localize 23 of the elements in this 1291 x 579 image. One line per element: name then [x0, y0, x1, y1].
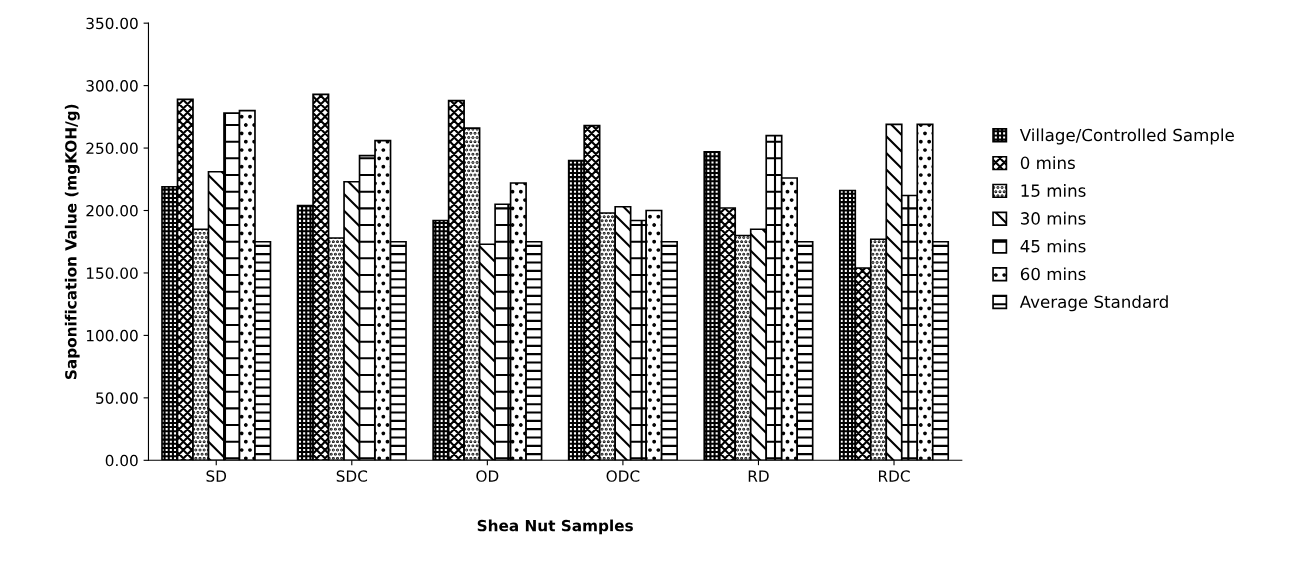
legend-label: Village/Controlled Sample [1019, 128, 1234, 145]
y-tick-label: 250.00 [86, 142, 138, 155]
x-tick-label: SDC [336, 470, 368, 482]
y-tick-label: 300.00 [86, 80, 138, 92]
legend-label: 60 mins [1020, 267, 1086, 281]
y-tick-label: 100.00 [86, 329, 138, 342]
y-tick-label: 350.00 [86, 17, 138, 30]
x-tick-label: ODC [606, 470, 640, 482]
legend-label: 15 mins [1021, 184, 1086, 197]
x-tick-label: SD [206, 470, 227, 482]
legend-label: 45 mins [1020, 239, 1086, 253]
y-axis-title: Saponification Value (mgKOH/g) [64, 104, 80, 379]
x-axis-title: Shea Nut Samples [477, 519, 633, 535]
x-tick-label: RD [748, 470, 769, 482]
x-tick-label: RDC [878, 470, 910, 482]
x-tick-label: OD [476, 470, 499, 482]
legend-label: Average Standard [1019, 295, 1168, 312]
y-tick-label: 200.00 [86, 204, 138, 217]
y-tick-label: 0.00 [105, 454, 138, 467]
y-tick-label: 150.00 [86, 267, 138, 279]
legend-label: 0 mins [1020, 156, 1075, 170]
y-tick-label: 50.00 [96, 392, 138, 404]
legend-label: 30 mins [1021, 211, 1086, 225]
